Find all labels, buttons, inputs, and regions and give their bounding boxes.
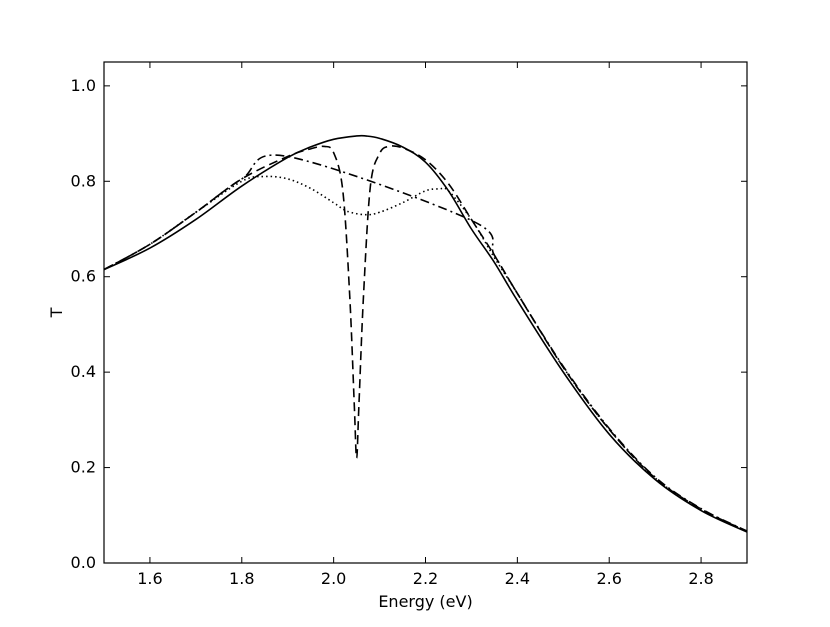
series-line-dotted: [103, 175, 748, 533]
x-tick-label: 1.8: [229, 569, 254, 588]
x-axis-label: Energy (eV): [378, 592, 472, 611]
series-line-dashed: [103, 145, 748, 533]
x-tick-label: 2.4: [505, 569, 530, 588]
x-tick-label: 2.6: [596, 569, 621, 588]
axis-ticks: 1.6 1.8 2.0 2.2 2.4 2.6 2.8 0.0 0.2 0.4 0.6 0.8 1.0: [71, 62, 747, 588]
y-tick-label: 0.0: [71, 553, 96, 572]
x-tick-label: 2.0: [321, 569, 346, 588]
series-group: [103, 134, 748, 533]
y-tick-label: 1.0: [71, 76, 96, 95]
x-tick-label: 1.6: [137, 569, 162, 588]
y-tick-label: 0.8: [71, 171, 96, 190]
y-axis-label: T: [47, 307, 66, 318]
series-line-solid: [103, 134, 748, 533]
x-tick-label: 2.2: [413, 569, 438, 588]
y-tick-label: 0.2: [71, 458, 96, 477]
y-tick-label: 0.6: [71, 267, 96, 286]
x-tick-label: 2.8: [688, 569, 713, 588]
series-line-dashdot: [103, 154, 748, 532]
plot-frame: [103, 61, 748, 564]
y-tick-label: 0.4: [71, 362, 96, 381]
